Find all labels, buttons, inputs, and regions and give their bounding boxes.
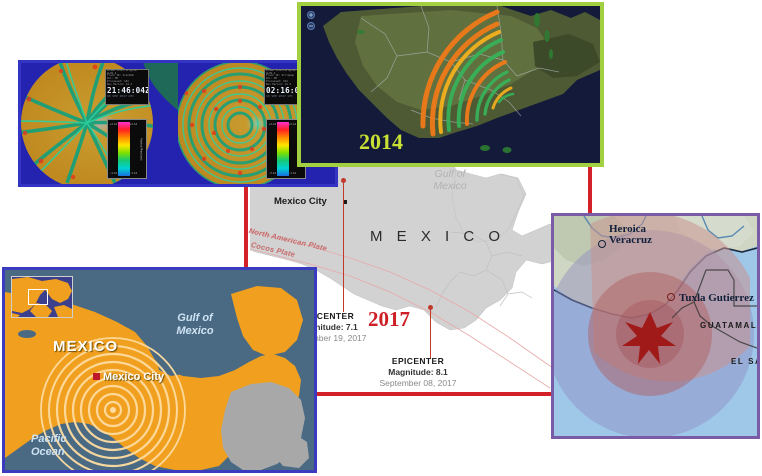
mexico-city-marker (93, 373, 100, 380)
panel-interferogram[interactable]: InSAR Interferogram ALOS-2 Track ID: Sca… (18, 60, 338, 187)
heroica-veracruz-label: Heroica Veracruz (609, 223, 652, 246)
gulf-of-mexico-label: Gulf of Mexico (433, 168, 467, 192)
meta-line: Track ID: ScanSAR (107, 74, 134, 78)
mexico-label: MEXICO (53, 338, 119, 355)
colorbar-title: Residual Phase (rad) (139, 137, 143, 161)
mexico-city-label: Mexico City (274, 196, 327, 207)
mexico-city-map-svg (5, 270, 314, 470)
colorbar-ticks-right: +3.14 -3.14 (130, 122, 138, 176)
meta-line: InSAR Interferogram (107, 69, 137, 72)
interferogram-left-date: 08 SEP 2017 UTC (107, 93, 135, 98)
islands (357, 13, 553, 153)
panel-2014-satellite-map (301, 6, 600, 163)
interferogram-left-colorbar: +3.14 -3.14 +3.14 -3.14 Residual Phase (… (107, 119, 147, 179)
year-2017-label: 2017 (368, 307, 410, 331)
plate-boundary-lines (250, 230, 580, 389)
colorbar-min: -3.14 (289, 172, 296, 175)
colorbar-max: +3.14 (289, 123, 296, 126)
epicenter-date: September 08, 2017 (379, 378, 457, 388)
zoom-out-icon[interactable] (307, 22, 315, 30)
colorbar-min: -3.14 (130, 172, 137, 175)
epicenter-star-icon (622, 312, 676, 364)
tuxla-gutierrez-label: Tuxla Gutierrez (679, 292, 754, 304)
locator-inset-svg (12, 277, 72, 317)
panel-2017-intensity-map[interactable]: Heroica Veracruz Tuxla Gutierrez GUATAMA… (551, 213, 760, 439)
map-zoom-controls[interactable] (307, 11, 315, 33)
connector-bottom-horizontal (285, 392, 553, 396)
city-marker-veracruz (598, 240, 606, 248)
pacific-ocean-label: Pacific Ocean (31, 433, 67, 458)
meta-line: InSAR Interferogram (266, 69, 296, 72)
meta-line: ALOS-2 (107, 71, 117, 75)
interferogram-pair: InSAR Interferogram ALOS-2 Track ID: Sca… (21, 63, 335, 184)
mexico-city-dot (343, 200, 347, 204)
panel-2014-shakemap[interactable]: 2014 (297, 2, 604, 167)
locator-inset-map (11, 276, 73, 318)
interferogram-left-timestamp: 21:46:04Z (107, 85, 149, 95)
year-2014-label: 2014 (359, 129, 403, 154)
intensity-map-svg (554, 216, 757, 436)
epicenter-pin-stem (343, 182, 345, 312)
zoom-in-icon[interactable] (307, 11, 315, 19)
colorbar-max: +3.14 (110, 123, 117, 126)
interferogram-right-date: 19 SEP 2017 UTC (266, 93, 294, 98)
colorbar-gradient (277, 122, 289, 176)
meta-line: Track ID: Stripmap (266, 74, 295, 78)
guatemala-label: GUATAMALA (700, 321, 760, 330)
connector-right-vertical (588, 167, 592, 215)
interferogram-left-metadata: InSAR Interferogram ALOS-2 Track ID: Sca… (105, 69, 149, 105)
meta-line: Processed: GSI (266, 79, 288, 83)
admin-boundaries (435, 231, 533, 309)
colorbar-min: -3.14 (110, 172, 117, 175)
shakemap-contours (420, 9, 515, 137)
locator-highlight-box (28, 289, 48, 305)
interferogram-right-timestamp: 02:16:06Z (266, 85, 308, 95)
colorbar-min: -3.14 (269, 172, 276, 175)
el-salvador-label: EL SALVADOR (731, 357, 757, 366)
interferogram-left-image (21, 63, 178, 184)
meta-line: Processed: GSI (107, 79, 129, 83)
colorbar-ticks-left: +3.14 -3.14 (269, 122, 277, 176)
epicenter-callout-2: EPICENTER Magnitude: 8.1 September 08, 2… (353, 356, 483, 388)
seismic-center (110, 407, 116, 413)
epicenter-date: September 19, 2017 (289, 333, 367, 343)
connector-left-vertical (244, 187, 248, 269)
epicenter-pin-head (428, 305, 434, 310)
meta-line: Pol: HH (266, 77, 277, 81)
country-borders (671, 269, 757, 349)
interferogram-left: InSAR Interferogram ALOS-2 Track ID: Sca… (21, 63, 178, 184)
meta-line: Rev Period: 14 d (107, 82, 132, 86)
colorbar-max: +3.14 (269, 123, 276, 126)
mexico-city-label: Mexico City (103, 371, 165, 383)
colorbar-gradient (118, 122, 130, 176)
panel-mexico-city-map[interactable]: MEXICO Gulf of Mexico Pacific Ocean Mexi… (2, 267, 317, 473)
epicenter-pin-head (341, 178, 347, 183)
colorbar-ticks-right: +3.14 -3.14 (289, 122, 297, 176)
meta-line: Rev Period: 14 d (266, 82, 291, 86)
colorbar-ticks-left: +3.14 -3.14 (110, 122, 118, 176)
base-map (250, 160, 580, 410)
epicenter-magnitude: Magnitude: 8.1 (388, 367, 448, 377)
mexico-country-label: M E X I C O (370, 228, 506, 245)
yucatan-coast (451, 169, 525, 243)
epicenter-title: EPICENTER (391, 356, 445, 366)
meta-line: ALOS-2 (266, 71, 276, 75)
colorbar-max: +3.14 (130, 123, 137, 126)
city-marker-tuxla (667, 293, 675, 301)
epicenter-pin-stem (430, 309, 432, 359)
seismic-rings (40, 337, 186, 470)
epicenter-title: EPICENTER (301, 311, 355, 321)
meta-line: Pol: HH (107, 77, 118, 81)
epicenter-magnitude: Magnitude: 7.1 (298, 322, 358, 332)
epicenter-callout-1: EPICENTER Magnitude: 7.1 September 19, 2… (263, 311, 393, 343)
gulf-of-mexico-label: Gulf of Mexico (176, 312, 214, 337)
